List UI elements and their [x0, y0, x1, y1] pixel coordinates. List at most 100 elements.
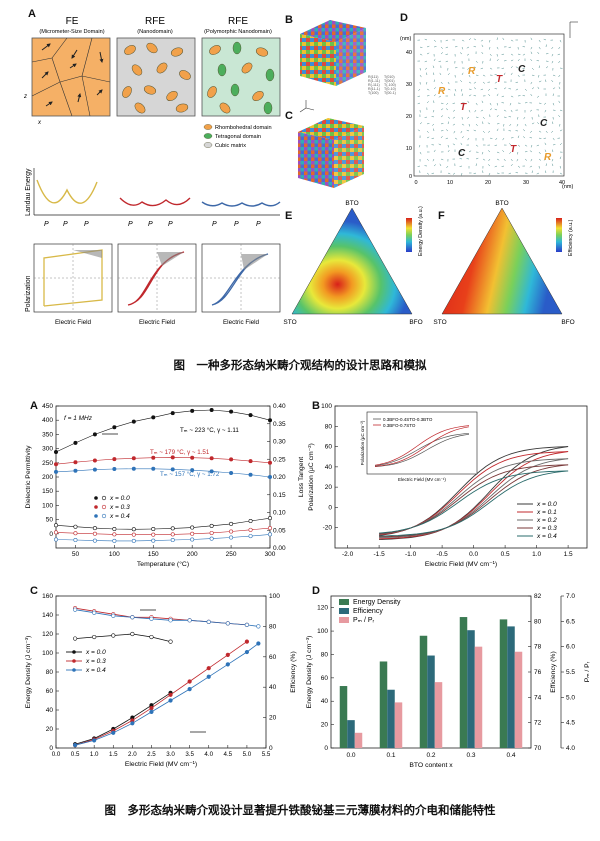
- legend-tetragonal: Tetragonal domain: [215, 134, 261, 140]
- series-line: [55, 527, 271, 535]
- vector-arrow: [489, 46, 491, 50]
- data-point: [112, 538, 117, 543]
- vector-arrow: [481, 100, 484, 104]
- vector-arrow: [537, 86, 540, 90]
- vector-arrow: [447, 116, 451, 119]
- svg-text:P: P: [234, 221, 239, 228]
- vector-arrow: [538, 137, 542, 140]
- x-tick-label: 0.0: [52, 751, 61, 758]
- y3-tick-label: 4.0: [566, 745, 575, 752]
- vector-arrow: [531, 122, 535, 125]
- data-point: [112, 532, 117, 537]
- vector-arrow: [530, 51, 533, 55]
- vector-arrow: [452, 109, 456, 112]
- vector-arrow: [551, 130, 554, 133]
- y-tick-label: 40: [321, 698, 329, 705]
- d-ytick-20: 20: [406, 114, 412, 120]
- vector-arrow: [508, 46, 512, 49]
- pe-loop-branch-down: [379, 458, 569, 539]
- b-legend-9: T(00-1): [384, 91, 396, 95]
- vector-arrow: [426, 88, 430, 91]
- vector-arrow: [494, 81, 498, 84]
- vector-arrow: [475, 144, 479, 147]
- vector-arrow: [473, 38, 477, 41]
- svg-text:P: P: [148, 221, 153, 228]
- bar: [514, 651, 523, 748]
- vector-arrow: [515, 81, 519, 84]
- y-tick-label: 80: [321, 651, 329, 658]
- vector-arrow: [452, 123, 456, 126]
- x-tick-label: -2.0: [342, 551, 354, 558]
- vector-arrow: [558, 60, 561, 64]
- vector-arrow: [447, 149, 450, 153]
- vector-arrow: [480, 39, 484, 42]
- vector-arrow: [515, 66, 519, 69]
- vector-arrow: [544, 142, 547, 146]
- data-point: [112, 526, 117, 531]
- vector-arrow: [433, 94, 437, 97]
- data-point: [72, 636, 78, 641]
- vector-arrow: [452, 143, 456, 146]
- data-point: [111, 730, 116, 735]
- vector-arrow: [468, 81, 472, 84]
- vector-arrow: [501, 165, 505, 167]
- legend-marker: [94, 505, 98, 509]
- vector-arrow: [452, 116, 456, 119]
- x-tick-label: 1.5: [109, 751, 118, 758]
- y-tick-label: 140: [42, 612, 53, 619]
- data-point: [187, 686, 192, 692]
- y-tick-label: 60: [46, 688, 54, 695]
- vector-arrow: [552, 74, 556, 77]
- data-point: [170, 538, 175, 543]
- vector-arrow: [475, 157, 479, 160]
- x-tick-label: 0.5: [71, 751, 80, 758]
- vector-arrow: [551, 79, 554, 83]
- x-tick-label: 1.5: [564, 551, 573, 558]
- rfe-polymorphic-box: [201, 37, 281, 117]
- vector-arrow: [433, 149, 436, 153]
- legend-marker-open: [101, 504, 107, 510]
- x-tick-label: 5.0: [243, 751, 252, 758]
- vector-arrow: [473, 81, 477, 84]
- vector-arrow: [433, 87, 436, 90]
- vector-arrow: [432, 123, 435, 126]
- vector-arrow: [440, 102, 444, 105]
- b-legend-1: R(1-11): [368, 79, 380, 83]
- legend-label: x = 0.0: [109, 495, 130, 502]
- vector-arrow: [426, 130, 429, 133]
- vector-arrow: [551, 60, 554, 64]
- vector-arrow: [559, 143, 562, 146]
- vector-arrow: [517, 135, 520, 139]
- vector-arrow: [558, 86, 561, 90]
- data-point: [229, 471, 234, 476]
- x-tick-label: 3.0: [166, 751, 175, 758]
- vector-arrow: [417, 165, 421, 167]
- vector-arrow: [501, 67, 505, 69]
- vector-arrow: [530, 81, 533, 85]
- vector-arrow: [454, 67, 458, 69]
- vector-arrow: [545, 53, 549, 55]
- marker-r2: R: [468, 66, 476, 77]
- vector-arrow: [503, 72, 506, 76]
- vector-arrow: [467, 100, 470, 104]
- data-point: [190, 408, 195, 413]
- vector-arrow: [482, 130, 485, 133]
- vector-arrow: [538, 102, 542, 104]
- y-axis-label: Energy Density (J cm⁻³): [306, 636, 313, 709]
- vector-arrow: [445, 46, 449, 49]
- vector-arrow: [517, 74, 520, 78]
- data-point: [168, 618, 173, 623]
- col-title-rfe: RFE: [145, 16, 165, 27]
- legend-rhombohedral: Rhombohedral domain: [215, 125, 272, 131]
- energy-line: [74, 641, 248, 746]
- x-tick-label: 0.0: [346, 752, 355, 759]
- vector-arrow: [426, 101, 429, 104]
- vector-arrow: [530, 46, 533, 50]
- panel-1a-legend: Rhombohedral domain Tetragonal domain Cu…: [203, 124, 272, 149]
- vector-arrow: [502, 137, 505, 141]
- vector-arrow: [517, 116, 519, 120]
- vector-arrow: [557, 53, 561, 56]
- b-legend-6: T(001): [384, 79, 395, 83]
- legend-label: x = 0.4: [85, 667, 106, 674]
- data-point: [92, 467, 97, 472]
